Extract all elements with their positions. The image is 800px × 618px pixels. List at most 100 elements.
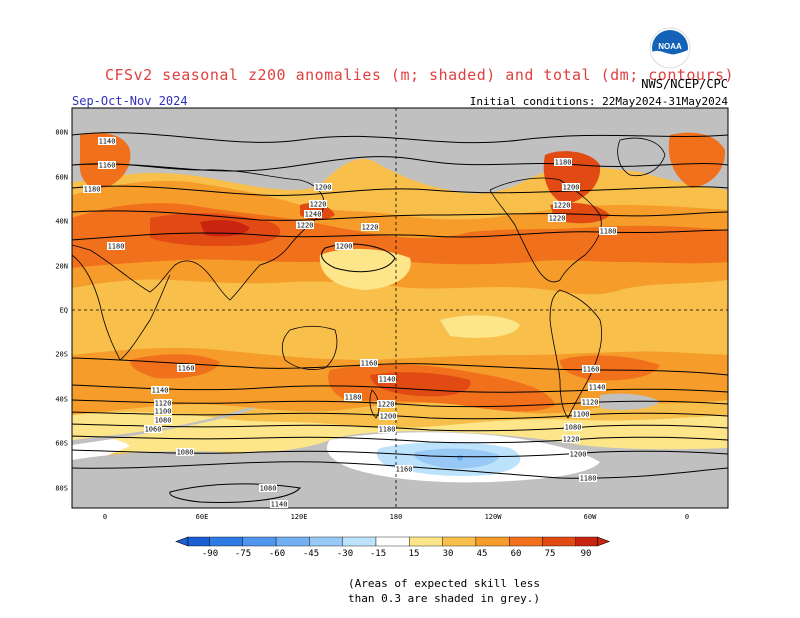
contour-label: 1080 — [155, 417, 172, 425]
contour-label-bg — [564, 423, 582, 431]
contour-label-bg — [296, 221, 314, 229]
contour-label-bg — [582, 365, 600, 373]
contour-1140-sh — [72, 423, 728, 432]
lat-label: 20S — [55, 351, 68, 359]
colorbar-swatch — [509, 536, 543, 547]
skill-note: (Areas of expected skill less than 0.3 a… — [348, 576, 540, 606]
contour-label: 1140 — [152, 387, 169, 395]
contour-label: 1080 — [565, 424, 582, 432]
contour-label: 1200 — [563, 184, 580, 192]
contour-label: 1180 — [84, 186, 101, 194]
contour-label: 1200 — [336, 243, 353, 251]
contour-1160-sh — [72, 411, 728, 420]
colorbar-tick-label: 30 — [443, 549, 454, 559]
lon-label: 120E — [291, 513, 308, 521]
contour-label: 1220 — [297, 222, 314, 230]
contour-1080-sh — [72, 461, 728, 479]
colorbar-swatch — [375, 536, 410, 547]
contour-label: 1220 — [554, 202, 571, 210]
lon-label: 0 — [103, 513, 107, 521]
contour-label-bg — [569, 450, 587, 458]
anomaly-shading — [72, 108, 728, 508]
colorbar-tick-label: -15 — [370, 549, 386, 559]
anomaly-arctic-east — [668, 132, 726, 188]
contour-label-bg — [588, 383, 606, 391]
lon-label: 180 — [390, 513, 403, 521]
colorbar-tick-label: 15 — [409, 549, 420, 559]
contour-label: 1100 — [155, 408, 172, 416]
noaa-logo-text: NOAA — [658, 42, 682, 51]
contour-label-bg — [379, 412, 397, 420]
colorbar-swatch — [442, 536, 477, 547]
anomaly-wpac-15 — [319, 248, 411, 290]
colorbar-tick-label: 60 — [511, 549, 522, 559]
contour-label: 1140 — [99, 138, 116, 146]
initial-conditions-label: Initial conditions: 22May2024-31May2024 — [469, 95, 728, 108]
contour-label-bg — [154, 407, 172, 415]
contour-label: 1200 — [570, 451, 587, 459]
season-label: Sep-Oct-Nov 2024 — [72, 94, 188, 108]
lat-label: 40S — [55, 396, 68, 404]
contour-label-bg — [579, 474, 597, 482]
contour-label: 1180 — [555, 159, 572, 167]
lat-label: 80N — [55, 129, 68, 137]
contour-label: 1140 — [589, 384, 606, 392]
lat-label: EQ — [60, 307, 68, 315]
contour-label: 1200 — [380, 413, 397, 421]
contour-1220 — [72, 229, 728, 241]
contour-label-bg — [572, 410, 590, 418]
lon-label: 60E — [196, 513, 209, 521]
noaa-logo: NOAA — [649, 27, 691, 69]
contour-label-bg — [378, 375, 396, 383]
colorbar-swatch — [309, 536, 343, 547]
colorbar-swatch — [242, 536, 277, 547]
lon-label: 60W — [584, 513, 597, 521]
colorbar-tick-label: 75 — [545, 549, 556, 559]
contour-label: 1220 — [378, 401, 395, 409]
contour-label-bg — [177, 364, 195, 372]
colorbar-swatch — [209, 536, 243, 547]
coast-south-america — [549, 289, 603, 419]
colorbar: -90 -75 -60 -45 -30 -15 15 30 45 60 75 90 — [175, 536, 611, 559]
contour-label-bg — [98, 161, 116, 169]
coast-greenland — [617, 137, 666, 177]
contour-label-bg — [335, 242, 353, 250]
grey-south-atlantic — [600, 393, 660, 410]
colorbar-tick-label: -45 — [303, 549, 319, 559]
skill-note-line1: (Areas of expected skill less — [348, 577, 541, 590]
contour-label-bg — [154, 399, 172, 407]
coast-australia — [281, 325, 338, 370]
contour-label-bg — [314, 183, 332, 191]
contour-label-bg — [98, 137, 116, 145]
contour-label: 1120 — [155, 400, 172, 408]
contour-1180-sh — [72, 399, 728, 408]
contour-1240 — [321, 243, 396, 273]
skill-note-line2: than 0.3 are shaded in grey.) — [348, 592, 541, 605]
contour-label-bg — [360, 359, 378, 367]
lon-label: 0 — [685, 513, 689, 521]
contour-label: 1220 — [549, 215, 566, 223]
contour-label-bg — [83, 185, 101, 193]
contour-1120-sh — [72, 435, 728, 444]
anomaly-sio-60 — [130, 354, 220, 379]
contour-label: 1200 — [315, 184, 332, 192]
contour-label: 1220 — [310, 201, 327, 209]
contour-label: 1100 — [573, 411, 590, 419]
anomaly-tropical-15 — [440, 315, 520, 338]
contour-label-bg — [151, 386, 169, 394]
contour-1100-sh — [72, 449, 728, 458]
contour-label-bg — [378, 425, 396, 433]
anomaly-asia-90 — [200, 220, 250, 237]
lat-label: 20N — [55, 263, 68, 271]
contour-label: 1140 — [271, 501, 288, 509]
latitude-labels: 80N 60N 40N 20N EQ 20S 40S 60S 80S — [55, 129, 68, 493]
colorbar-tick-label: -90 — [202, 549, 218, 559]
contour-label-bg — [395, 465, 413, 473]
contour-label: 1140 — [379, 376, 396, 384]
colorbar-arrow-right — [596, 536, 611, 547]
contour-label: 1160 — [361, 360, 378, 368]
noaa-logo-wave — [652, 50, 688, 66]
colorbar-tick-label: -30 — [337, 549, 353, 559]
